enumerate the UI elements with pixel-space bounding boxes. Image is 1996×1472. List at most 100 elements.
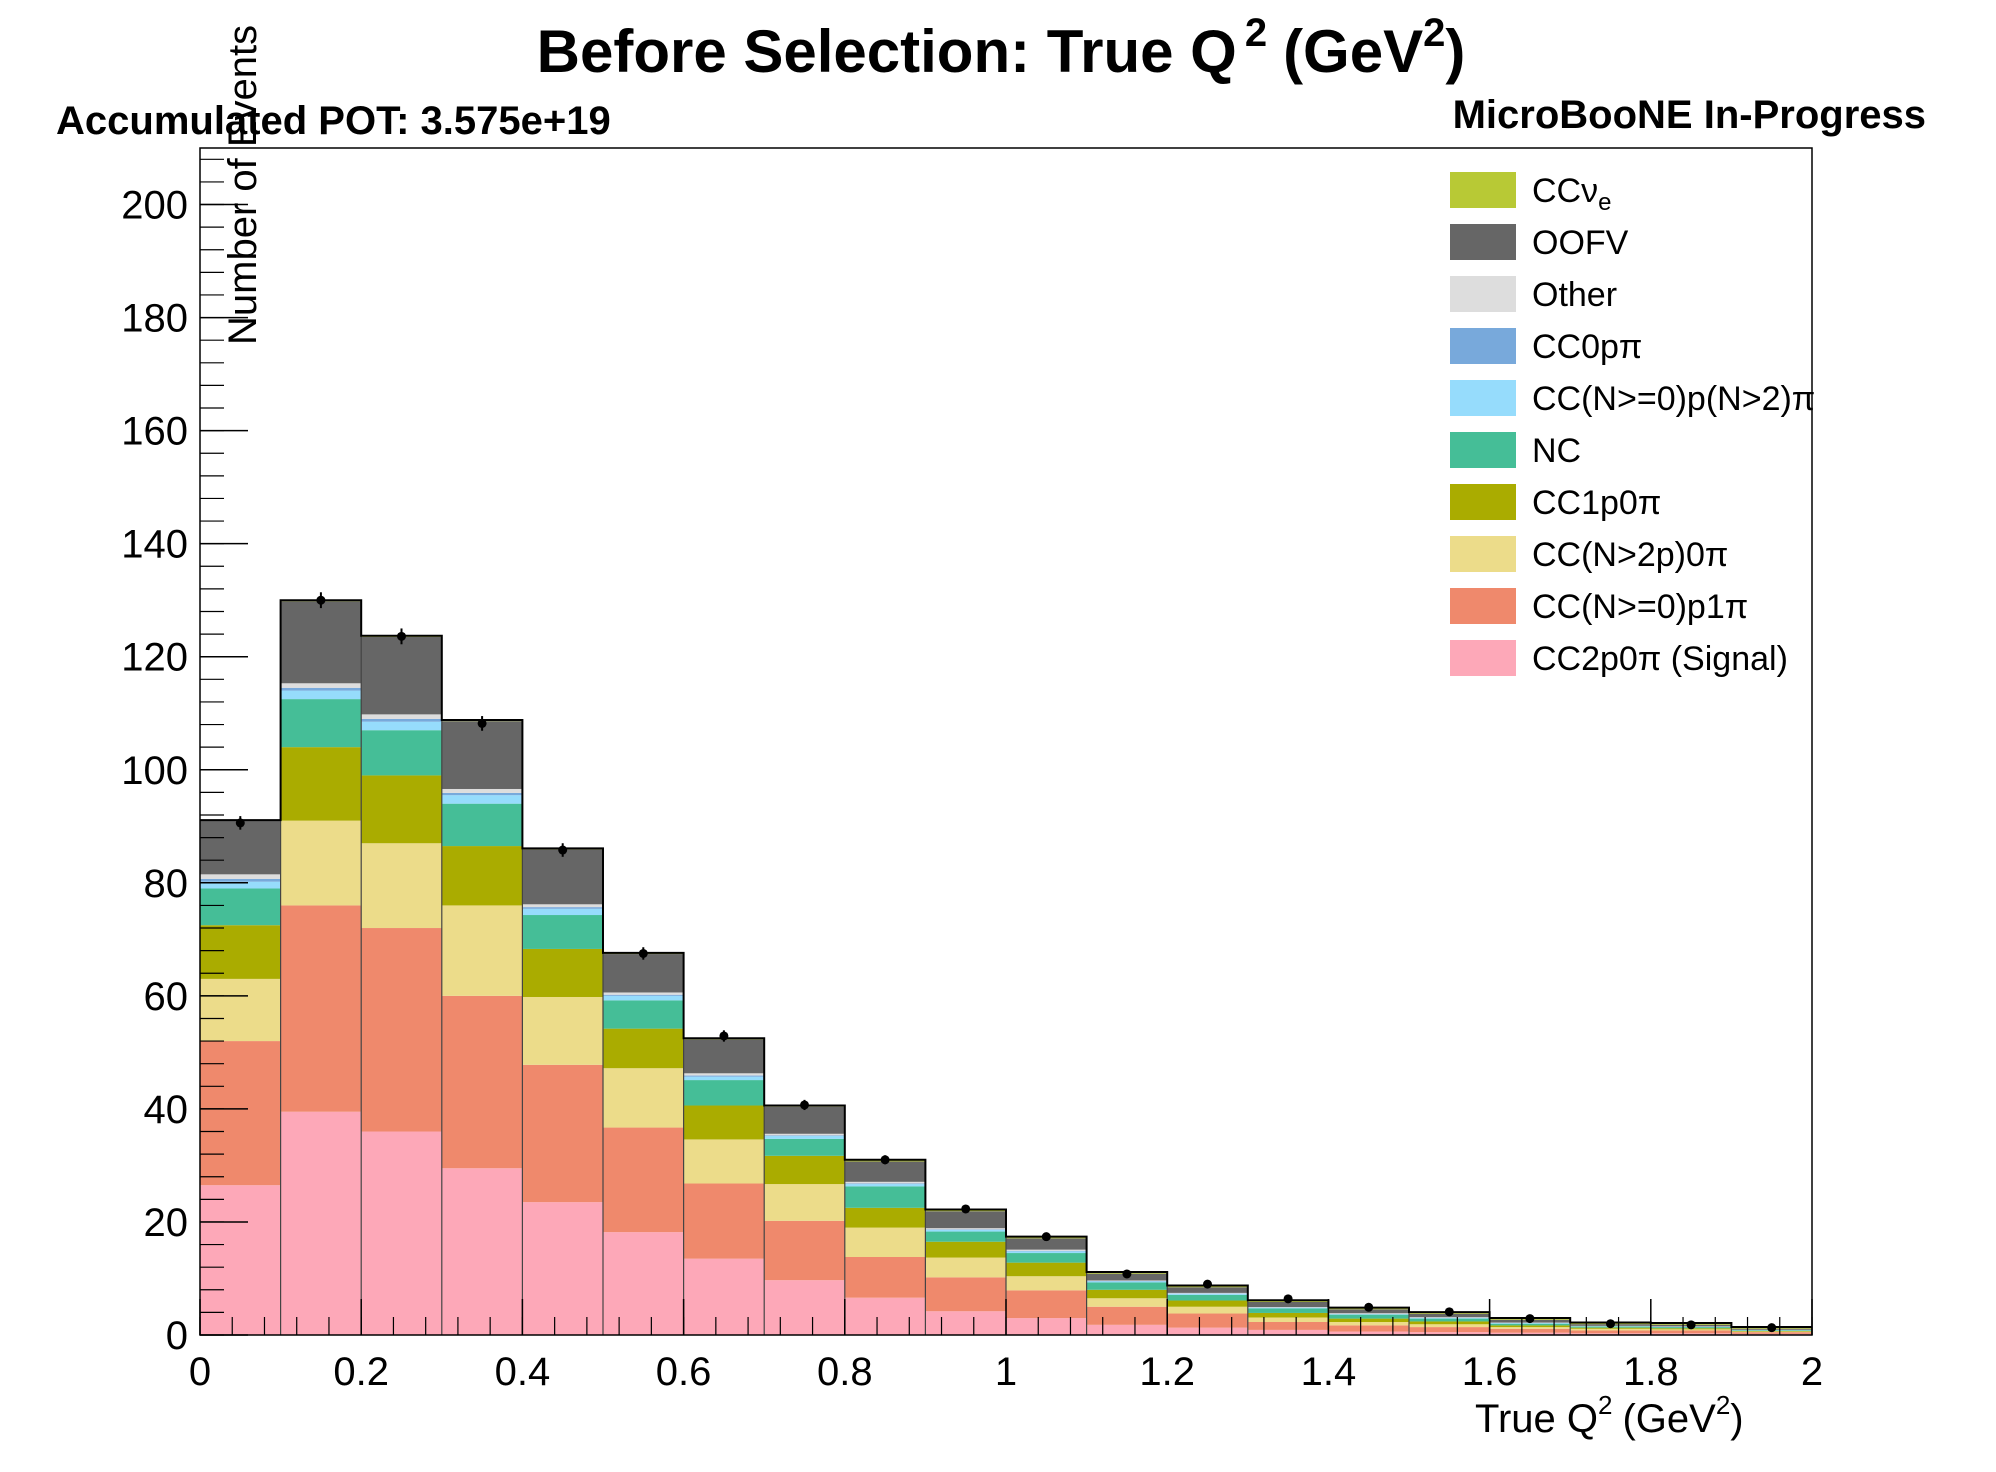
x-tick-label: 0 xyxy=(189,1350,211,1394)
bar-segment xyxy=(1247,1317,1329,1322)
bar-segment xyxy=(844,1256,926,1298)
bar-segment xyxy=(361,1131,442,1335)
bar-segment xyxy=(1086,1281,1168,1283)
x-tick-label: 0.2 xyxy=(333,1350,389,1394)
legend: CCνe OOFV Other CC0pπ CC(N>=0)p(N>2)π NC CC1p0… xyxy=(1450,172,1815,678)
data-point xyxy=(316,595,326,605)
bar-segment xyxy=(1570,1327,1651,1329)
bar-segment xyxy=(1167,1306,1248,1314)
bar-segment xyxy=(441,721,523,789)
bar-segment xyxy=(603,995,684,1001)
y-tick-label: 100 xyxy=(121,749,188,793)
data-point xyxy=(961,1204,971,1214)
bar-segment xyxy=(844,1161,926,1182)
data-point xyxy=(1767,1323,1777,1333)
legend-swatch xyxy=(1450,224,1516,260)
bar-segment xyxy=(683,1258,765,1335)
bar-segment xyxy=(1650,1329,1732,1331)
bar-segment xyxy=(1409,1324,1490,1328)
data-point xyxy=(1203,1279,1212,1289)
data-point xyxy=(558,845,568,855)
bar-segment xyxy=(361,714,442,719)
legend-label: CC0pπ xyxy=(1532,328,1642,366)
bar-segment xyxy=(1086,1282,1168,1290)
bar-segment xyxy=(1247,1307,1329,1308)
data-point xyxy=(1444,1307,1454,1317)
bar-segment xyxy=(925,1231,1006,1242)
bar-segment xyxy=(764,1280,845,1335)
bar-segment xyxy=(925,1311,1006,1335)
data-point xyxy=(1283,1294,1293,1304)
x-tick-label: 0.4 xyxy=(495,1350,551,1394)
data-point xyxy=(1525,1314,1535,1324)
bar-segment xyxy=(200,881,281,889)
bar-segment xyxy=(200,888,281,926)
data-point xyxy=(1364,1302,1374,1312)
axes-layer xyxy=(199,158,1813,1336)
data-points-layer xyxy=(235,592,1777,1333)
bar-segment xyxy=(925,1229,1006,1232)
bar-segment xyxy=(683,1105,765,1140)
bar-segment xyxy=(280,683,362,688)
data-point xyxy=(719,1031,729,1041)
y-tick-label: 0 xyxy=(166,1314,188,1358)
bar-segment xyxy=(603,1028,684,1069)
bar-segment xyxy=(764,1106,845,1134)
bar-segment xyxy=(280,905,362,1112)
x-axis-title: True Q2 (GeV2) xyxy=(1475,1390,1744,1441)
x-tick-label: 0.6 xyxy=(656,1350,712,1394)
bar-segment xyxy=(1409,1318,1490,1319)
bar-segment xyxy=(1167,1327,1248,1335)
bar-segment xyxy=(925,1241,1006,1258)
bar-segment xyxy=(200,1041,281,1186)
legend-label: NC xyxy=(1532,432,1581,470)
x-tick-label: 1.6 xyxy=(1462,1350,1518,1394)
bar-segment xyxy=(1489,1327,1571,1329)
bar-segment xyxy=(764,1135,845,1137)
bar-segment xyxy=(522,948,603,997)
bar-segment xyxy=(683,1139,765,1184)
bar-segment xyxy=(1650,1330,1732,1334)
bar-segment xyxy=(1489,1323,1571,1326)
bar-segment xyxy=(1328,1321,1409,1326)
chart-title: Before Selection: True Q 2 (GeV2) xyxy=(537,11,1466,85)
y-tick-label: 160 xyxy=(121,410,188,454)
bar-segment xyxy=(683,1076,765,1081)
bar-segment xyxy=(603,954,684,993)
bar-segment xyxy=(1006,1250,1087,1252)
bar-segment xyxy=(361,775,442,844)
y-tick-label: 140 xyxy=(121,523,188,567)
bar-segment xyxy=(1328,1314,1409,1315)
bar-segment xyxy=(764,1184,845,1221)
bar-segment xyxy=(1409,1332,1490,1335)
legend-swatch xyxy=(1450,484,1516,520)
bar-segment xyxy=(1086,1289,1168,1299)
bar-segment xyxy=(1328,1325,1409,1332)
bar-segment xyxy=(1489,1328,1571,1333)
bars-layer xyxy=(200,600,1812,1335)
bar-segment xyxy=(844,1297,926,1335)
bar-segment xyxy=(844,1181,926,1184)
data-point xyxy=(1606,1319,1615,1329)
legend-swatch xyxy=(1450,328,1516,364)
bar-segment xyxy=(844,1183,926,1185)
bar-segment xyxy=(280,690,362,700)
y-axis-title: Number of Events xyxy=(221,25,265,345)
bar-segment xyxy=(1570,1330,1651,1334)
data-point xyxy=(800,1100,809,1110)
y-tick-label: 200 xyxy=(121,184,188,228)
bar-segment xyxy=(280,699,362,748)
bar-segment xyxy=(441,795,523,804)
bar-segment xyxy=(683,1080,765,1106)
bar-segment xyxy=(280,687,362,691)
legend-swatch xyxy=(1450,380,1516,416)
bar-segment xyxy=(1006,1318,1087,1335)
bar-segment xyxy=(522,904,603,908)
bar-segment xyxy=(1328,1318,1409,1322)
bar-segment xyxy=(764,1133,845,1136)
bar-segment xyxy=(603,992,684,995)
legend-swatch xyxy=(1450,588,1516,624)
bar-segment xyxy=(1167,1300,1248,1307)
legend-label: Other xyxy=(1532,276,1617,314)
